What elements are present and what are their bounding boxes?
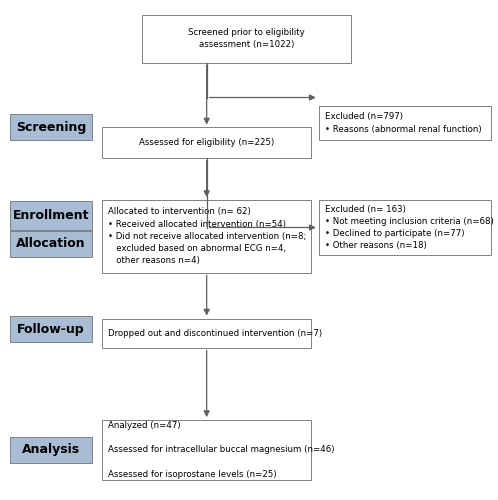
FancyBboxPatch shape	[142, 15, 351, 62]
Text: Excluded (n=797)
• Reasons (abnormal renal function): Excluded (n=797) • Reasons (abnormal ren…	[325, 112, 482, 134]
Text: Screened prior to eligibility
assessment (n=1022): Screened prior to eligibility assessment…	[188, 28, 305, 50]
FancyBboxPatch shape	[10, 230, 92, 256]
FancyBboxPatch shape	[319, 106, 491, 140]
Text: Follow-up: Follow-up	[17, 322, 85, 336]
Text: Analyzed (n=47)

Assessed for intracellular buccal magnesium (n=46)

Assessed fo: Analyzed (n=47) Assessed for intracellul…	[108, 421, 335, 479]
Text: Analysis: Analysis	[22, 443, 80, 456]
Text: Dropped out and discontinued intervention (n=7): Dropped out and discontinued interventio…	[108, 328, 322, 338]
FancyBboxPatch shape	[102, 420, 311, 480]
FancyBboxPatch shape	[102, 200, 311, 272]
FancyBboxPatch shape	[102, 318, 311, 348]
Text: Assessed for eligibility (n=225): Assessed for eligibility (n=225)	[139, 138, 274, 147]
Text: Screening: Screening	[16, 120, 86, 134]
Text: Excluded (n= 163)
• Not meeting inclusion criteria (n=68)
• Declined to particip: Excluded (n= 163) • Not meeting inclusio…	[325, 205, 494, 250]
FancyBboxPatch shape	[319, 200, 491, 255]
FancyBboxPatch shape	[10, 201, 92, 230]
FancyBboxPatch shape	[10, 436, 92, 462]
FancyBboxPatch shape	[102, 128, 311, 158]
Text: Enrollment: Enrollment	[13, 209, 89, 222]
Text: Allocation: Allocation	[16, 237, 86, 250]
FancyBboxPatch shape	[10, 114, 92, 140]
FancyBboxPatch shape	[10, 316, 92, 342]
Text: Allocated to intervention (n= 62)
• Received allocated intervention (n=54)
• Did: Allocated to intervention (n= 62) • Rece…	[108, 208, 306, 265]
